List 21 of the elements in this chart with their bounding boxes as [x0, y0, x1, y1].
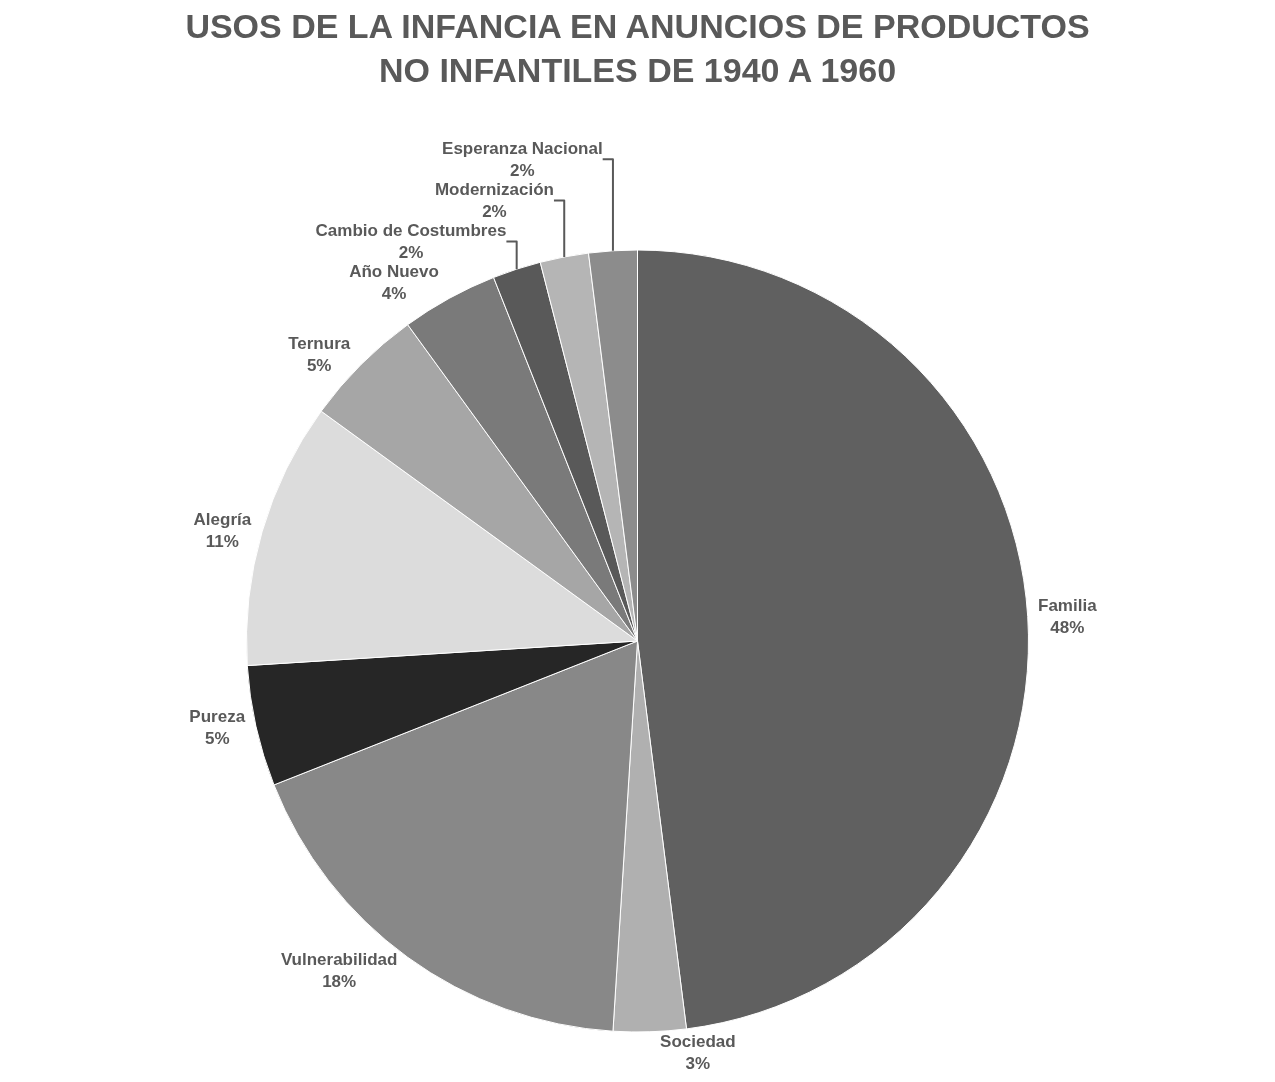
- slice-label: Sociedad: [660, 1031, 736, 1051]
- slice-label: Pureza: [189, 706, 246, 726]
- data-label: 2%: [398, 243, 424, 263]
- slice-label: Alegría: [193, 509, 252, 529]
- chart-title: USOS DE LA INFANCIA EN ANUNCIOS DE PRODUCTOS NO INFANTILES DE 1940 A 1960: [185, 6, 1090, 90]
- data-label: 5%: [204, 728, 230, 748]
- slice-label: Cambio de Costumbres: [315, 220, 507, 240]
- data-label: 11%: [205, 531, 239, 551]
- data-label: 2%: [510, 160, 535, 180]
- slice-label: Año Nuevo: [349, 262, 439, 282]
- slice-label: Familia: [1038, 595, 1098, 615]
- slice-label: Ternura: [288, 333, 351, 353]
- data-label: 18%: [322, 972, 357, 992]
- data-label: 2%: [482, 201, 507, 221]
- data-label: 4%: [381, 284, 407, 304]
- data-label: 3%: [685, 1053, 711, 1073]
- data-label: 5%: [306, 355, 332, 375]
- slice-label: Vulnerabilidad: [280, 950, 398, 970]
- data-label: 48%: [1050, 617, 1085, 637]
- slice-label: Esperanza Nacional: [442, 138, 603, 158]
- slice-label: Modernización: [434, 179, 554, 199]
